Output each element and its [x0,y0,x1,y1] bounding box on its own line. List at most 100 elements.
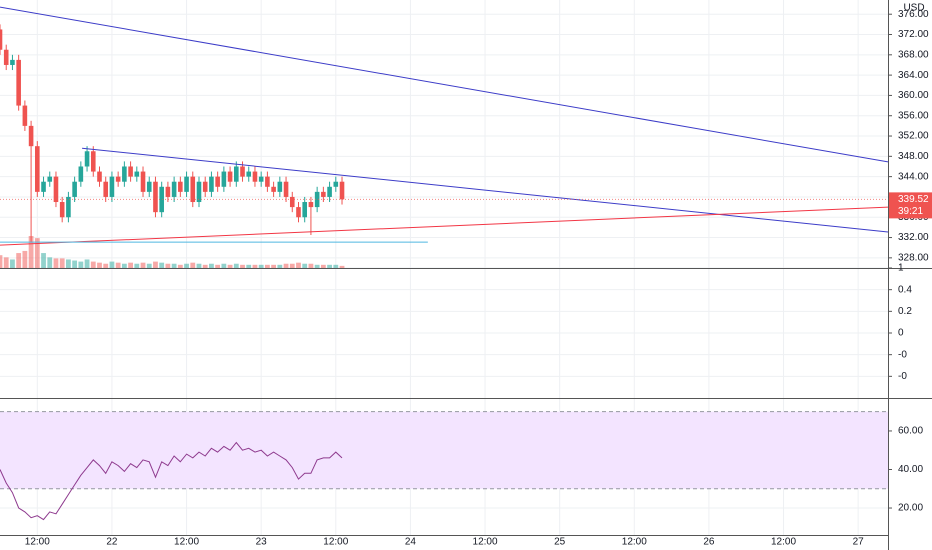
volume-bar [277,264,283,268]
x-tick-label: 12:00 [771,537,796,548]
candle-body [202,181,208,192]
candle-body [184,176,189,192]
volume-bar [227,264,233,268]
candle-body [84,151,90,167]
candle-body [240,166,245,177]
rsi-band [0,411,888,489]
volume-bar [264,264,270,268]
candle-body [215,176,220,187]
volume-bar [302,263,308,268]
volume-bar [184,263,189,268]
y-tick-label: 332.00 [898,232,929,243]
candle-body [271,186,276,192]
volume-bar [190,262,196,268]
rsi-line [0,441,343,521]
volume-bar [28,236,34,268]
volume-bar [34,238,40,268]
x-tick-label: 12:00 [622,537,647,548]
candle-body [3,49,9,65]
volume-bar [72,260,78,268]
volume-bar [97,262,102,268]
x-tick-label: 24 [405,537,417,548]
volume-bar [59,258,65,268]
volume-bar [0,255,3,268]
volume-bar [10,259,15,268]
volume-bar [115,262,121,268]
volume-bar [246,264,252,268]
volume-bar [171,263,177,268]
candle-body [41,181,46,192]
volume-bar [121,263,127,268]
volume-bar [22,250,28,268]
volume-bar [283,263,289,268]
candle-body [321,191,326,197]
volume-bar [78,261,84,268]
candle-body [258,176,264,182]
y-tick-label: 348.00 [898,151,929,162]
volume-bar [196,263,202,268]
candle-body [209,176,214,192]
y-tick-label: 20.00 [898,503,923,514]
volume-bar [165,263,171,268]
candle-body [72,181,77,197]
volume-bar [252,264,258,268]
trend-line [0,6,889,163]
candle-body [35,146,40,192]
candle-body [171,181,177,197]
candle-body [190,176,196,203]
candle-body [221,171,227,187]
candle-body [246,171,252,177]
volume-bar [258,264,264,268]
y-tick-label: 344.00 [898,171,929,182]
y-tick-label: 376.00 [898,9,929,20]
candle-body [234,166,239,182]
volume-bar [47,257,53,268]
candle-body [159,186,164,213]
candle-body [265,176,270,187]
candle-body [289,196,295,208]
volume-bar [66,259,71,268]
candle-body [165,186,171,197]
volume-bar [159,262,165,268]
volume-bar [128,262,133,268]
candle-body [153,181,158,213]
candle-body [302,202,308,218]
candle-body [314,191,320,208]
countdown-label: 39:21 [898,206,923,217]
candle-body [140,171,146,192]
y-tick-label: 372.00 [898,29,929,40]
candle-body [109,176,115,197]
candle-body [16,59,21,106]
price-tag-label: 339.52 [898,194,929,205]
candle-body [327,186,332,197]
y-tick-label: 0.2 [898,306,912,317]
candle-body [78,166,84,182]
candle-body [22,105,28,126]
volume-bar [16,253,22,268]
trend-line [82,147,889,233]
volume-bar [221,263,227,268]
volume-bar [240,264,245,268]
candle-body [128,166,133,177]
volume-bar [153,261,158,268]
volume-bar [140,262,146,268]
volume-bar [296,262,301,268]
candle-body [66,196,71,218]
candle-body [103,181,109,197]
y-tick-label: 1 [898,263,904,274]
y-tick-label: 352.00 [898,131,929,142]
volume-bar [233,263,239,268]
volume-bar [339,265,345,268]
candle-body [308,202,314,208]
candle-body [115,176,121,182]
volume-bar [90,261,96,268]
y-tick-label: 0.4 [898,284,912,295]
candle-body [47,176,53,182]
y-tick-label: 40.00 [898,464,923,475]
y-tick-label: 368.00 [898,49,929,60]
volume-bar [103,263,109,268]
y-tick-label: 328.00 [898,252,929,263]
volume-bar [84,259,90,268]
price-tag [889,192,932,219]
